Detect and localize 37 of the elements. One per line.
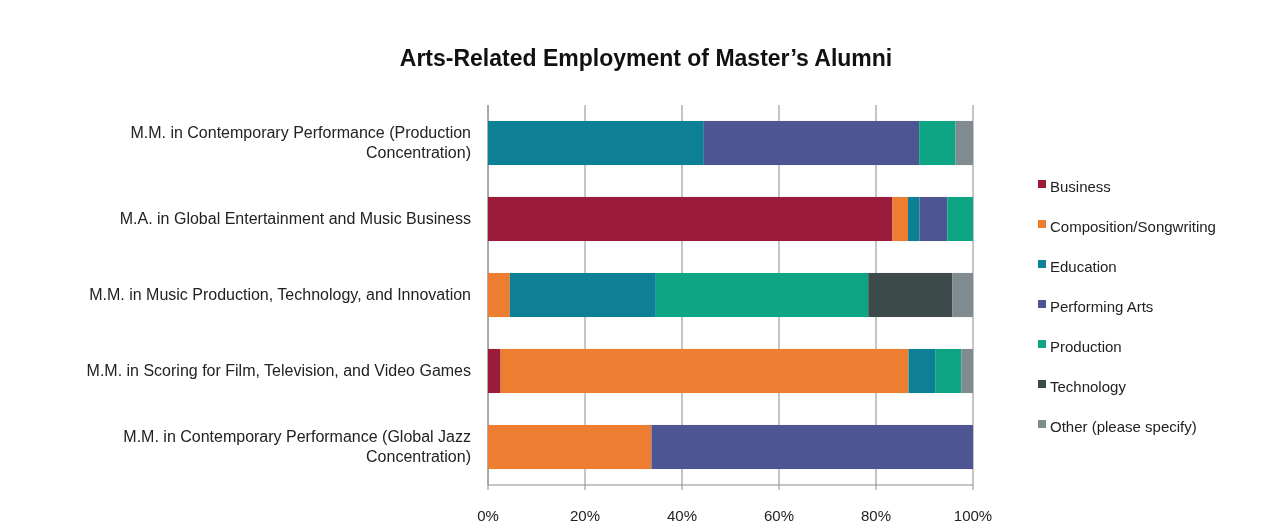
bar	[908, 196, 920, 242]
bar	[919, 120, 956, 166]
bar	[488, 348, 501, 394]
x-tick-label: 60%	[763, 507, 795, 524]
x-tick-label: 80%	[860, 507, 892, 524]
bar	[488, 424, 652, 470]
x-tick-label: 100%	[953, 507, 993, 524]
bar	[488, 196, 893, 242]
legend-label: Education	[1050, 257, 1117, 275]
legend-label: Technology	[1050, 377, 1127, 395]
bar	[500, 348, 909, 394]
bar	[488, 272, 510, 318]
bar	[651, 424, 973, 470]
legend-label: Other (please specify)	[1050, 417, 1197, 435]
bar	[488, 120, 704, 166]
y-tick-label: M.M. in Contemporary Performance (Global Jazz Concentration)	[123, 428, 471, 465]
legend-label: Performing Arts	[1050, 297, 1154, 315]
bar	[892, 196, 909, 242]
y-tick-label: M.A. in Global Entertainment and Music Business	[119, 210, 471, 227]
bar	[655, 272, 869, 318]
y-tick-label: M.M. in Scoring for Film, Television, and Video Games	[86, 362, 471, 379]
bar	[509, 272, 656, 318]
bar	[908, 348, 936, 394]
bar	[935, 348, 962, 394]
bar	[919, 196, 948, 242]
legend-label: Business	[1050, 177, 1111, 195]
y-tick-label: M.M. in Music Production, Technology, and Innovation	[89, 286, 471, 303]
legend-label: Composition/Songwriting	[1050, 217, 1216, 235]
bar	[947, 196, 973, 242]
x-tick-label: 0%	[477, 507, 499, 524]
y-tick-label: M.M. in Contemporary Performance (Production Concentration)	[130, 124, 471, 161]
bar	[703, 120, 920, 166]
x-tick-label: 40%	[666, 507, 698, 524]
bar	[868, 272, 953, 318]
legend-label: Production	[1050, 337, 1122, 355]
chart-title: Arts-Related Employment of Master’s Alumni	[399, 45, 893, 71]
x-tick-label: 20%	[569, 507, 601, 524]
